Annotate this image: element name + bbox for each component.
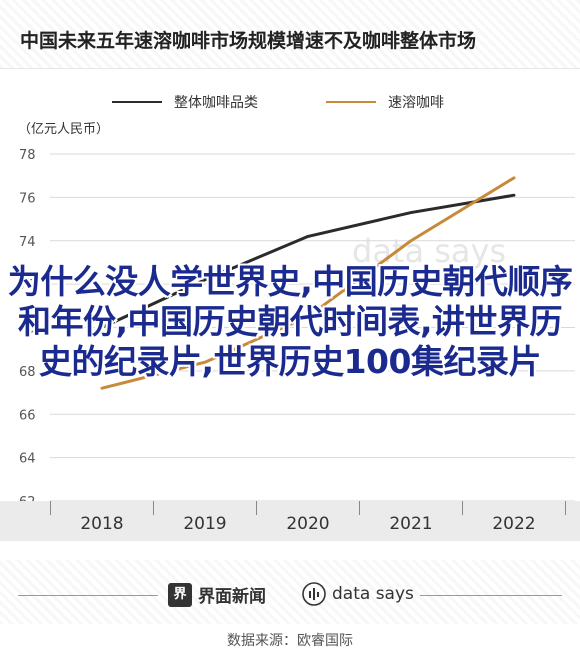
y-tick-label: 68	[19, 365, 36, 380]
legend-swatch-overall	[112, 101, 162, 103]
x-tick-label: 2018	[80, 514, 123, 534]
jiemian-logo: 界 界面新闻	[168, 582, 266, 607]
x-tick-label: 2020	[286, 514, 329, 534]
jiemian-logo-name: 界面新闻	[198, 587, 266, 607]
x-tick-label: 2019	[183, 514, 226, 534]
y-axis-unit: （亿元人民币）	[18, 122, 110, 137]
jiemian-logo-icon: 界	[168, 582, 192, 607]
legend-swatch-instant	[326, 101, 376, 103]
y-tick-label: 76	[19, 191, 36, 206]
chart-title: 中国未来五年速溶咖啡市场规模增速不及咖啡整体市场	[20, 30, 477, 52]
footer-divider-right	[420, 595, 562, 596]
x-axis-band	[0, 501, 580, 541]
y-tick-label: 70	[19, 322, 36, 337]
series-line-instant	[100, 176, 516, 390]
datasays-logo-name: data says	[332, 584, 414, 604]
y-tick-label: 66	[19, 408, 36, 423]
y-tick-label: 64	[19, 452, 36, 467]
header-band	[0, 0, 580, 69]
footer-brand-bar: 界 界面新闻 data says	[0, 580, 580, 612]
data-source: 数据来源：欧睿国际	[227, 633, 353, 649]
legend-item-overall: 整体咖啡品类	[112, 92, 258, 112]
legend-label-instant: 速溶咖啡	[388, 95, 444, 111]
y-tick-label: 74	[19, 235, 36, 250]
datasays-logo: data says	[302, 582, 414, 606]
footer-divider-left	[18, 595, 158, 596]
x-tick-label: 2022	[492, 514, 535, 534]
line-chart: data says7876747270686664622018201920202…	[0, 148, 580, 541]
y-tick-label: 72	[19, 278, 36, 293]
legend-label-overall: 整体咖啡品类	[174, 95, 258, 111]
overlay-headline: 为什么没人学世界史,中国历史朝代顺序和年份,中国历史朝代时间表,讲世界历史的纪录…	[7, 262, 573, 381]
footer-band	[0, 560, 580, 624]
x-tick-label: 2021	[389, 514, 432, 534]
y-tick-label: 78	[19, 148, 36, 163]
legend-item-instant: 速溶咖啡	[326, 92, 444, 112]
series-line-overall	[100, 193, 516, 329]
datasays-logo-icon	[302, 582, 326, 606]
